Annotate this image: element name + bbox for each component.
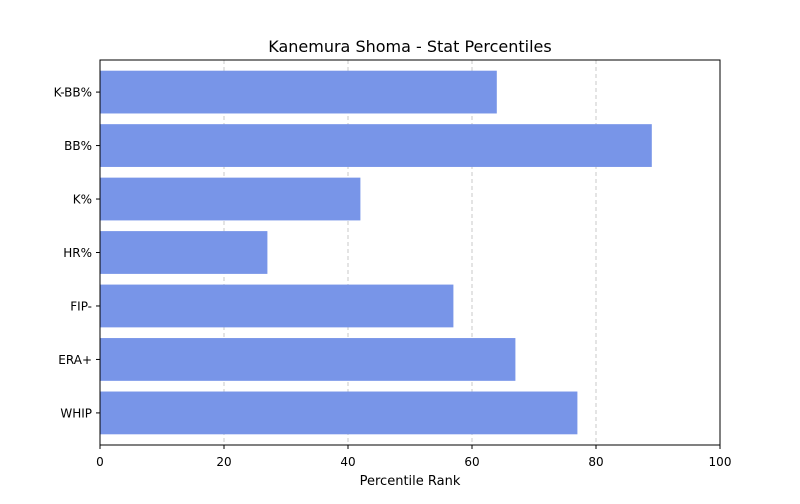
y-tick-label-5: ERA+ [58,353,92,367]
bar-6 [100,391,578,435]
x-tick-label-5: 100 [709,455,732,469]
bar-1 [100,124,652,167]
x-axis-label: Percentile Rank [360,474,461,489]
bar-5 [100,338,516,381]
bar-0 [100,70,497,114]
y-tick-label-4: FIP- [70,299,92,313]
bar-3 [100,231,268,274]
x-tick-label-4: 80 [588,455,603,469]
x-tick-label-0: 0 [96,455,104,469]
y-axis: K-BB% BB% K% HR% FIP- ERA+ WHIP [54,86,100,420]
x-tick-label-2: 40 [340,455,355,469]
x-axis: 0 20 40 60 80 100 [96,445,731,469]
bar-2 [100,177,361,221]
y-tick-label-0: K-BB% [54,86,92,100]
bar-4 [100,284,454,328]
y-tick-label-1: BB% [64,139,92,153]
chart-title: Kanemura Shoma - Stat Percentiles [268,37,551,56]
y-tick-label-6: WHIP [60,406,92,420]
x-tick-label-1: 20 [216,455,231,469]
y-tick-label-3: HR% [63,246,92,260]
y-tick-label-2: K% [73,193,92,207]
bars [100,70,652,435]
x-tick-label-3: 60 [464,455,479,469]
